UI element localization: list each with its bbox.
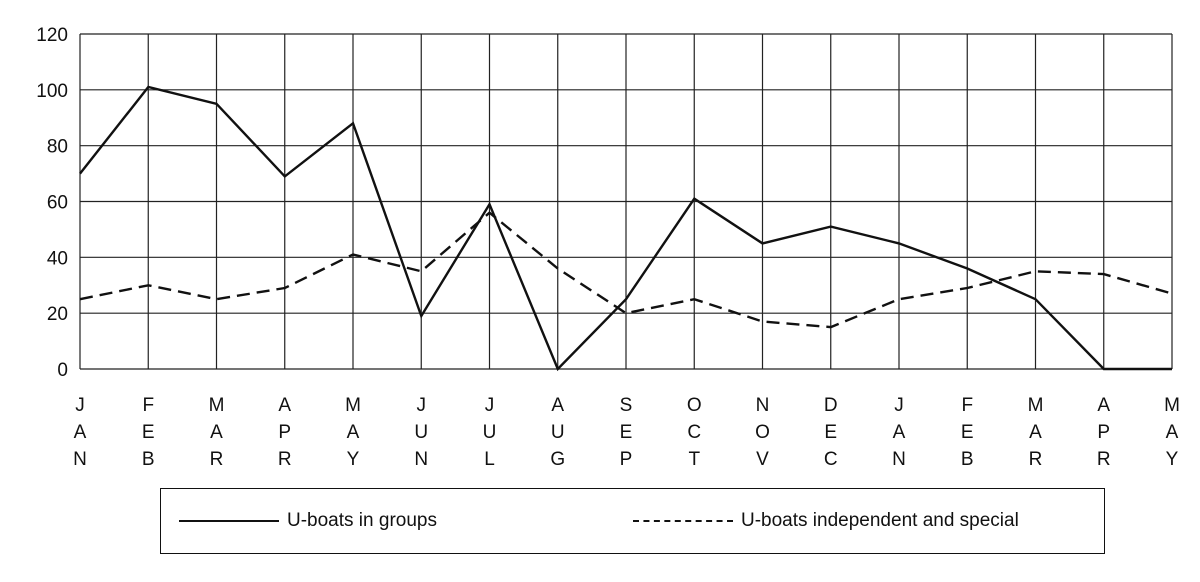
x-tick-label: G bbox=[550, 449, 565, 470]
y-tick-label: 120 bbox=[36, 25, 68, 46]
x-tick-label: U bbox=[414, 422, 428, 443]
series-lines bbox=[79, 85, 1173, 372]
legend: U-boats in groups U-boats independent an… bbox=[160, 488, 1105, 554]
x-tick-label: O bbox=[755, 422, 770, 443]
x-tick-label: A bbox=[74, 422, 87, 443]
x-tick-label: J bbox=[75, 395, 85, 416]
y-axis-ticks: 0 20 40 60 80 100 120 bbox=[36, 25, 68, 381]
y-tick-label: 0 bbox=[57, 360, 68, 381]
y-tick-label: 80 bbox=[47, 137, 68, 158]
x-tick-label: A bbox=[893, 422, 906, 443]
x-tick-label: V bbox=[756, 449, 769, 470]
x-axis-ticks: JANFEBMARAPRMAYJUNJULAUGSEPOCTNOVDECJANF… bbox=[73, 395, 1180, 470]
x-tick-label: J bbox=[417, 395, 427, 416]
series-line-groups bbox=[79, 85, 1172, 372]
x-tick-label: A bbox=[1097, 395, 1110, 416]
x-tick-label: A bbox=[278, 395, 291, 416]
legend-item-groups: U-boats in groups bbox=[179, 489, 437, 553]
x-tick-label: C bbox=[824, 449, 838, 470]
x-tick-label: F bbox=[961, 395, 973, 416]
x-tick-label: R bbox=[278, 449, 292, 470]
x-tick-label: E bbox=[961, 422, 974, 443]
x-tick-label: S bbox=[620, 395, 633, 416]
x-tick-label: U bbox=[483, 422, 497, 443]
x-tick-label: P bbox=[620, 449, 633, 470]
x-tick-label: R bbox=[1029, 449, 1043, 470]
x-tick-label: U bbox=[551, 422, 565, 443]
x-tick-label: Y bbox=[347, 449, 360, 470]
x-tick-label: A bbox=[1166, 422, 1179, 443]
legend-label-independent: U-boats independent and special bbox=[741, 510, 1019, 531]
x-tick-label: R bbox=[210, 449, 224, 470]
x-tick-label: M bbox=[345, 395, 361, 416]
x-tick-label: D bbox=[824, 395, 838, 416]
x-tick-label: F bbox=[142, 395, 154, 416]
x-tick-label: N bbox=[756, 395, 770, 416]
x-tick-label: E bbox=[824, 422, 837, 443]
x-tick-label: L bbox=[484, 449, 495, 470]
x-tick-label: B bbox=[961, 449, 974, 470]
y-tick-label: 20 bbox=[47, 304, 68, 325]
legend-item-independent: U-boats independent and special bbox=[633, 489, 1019, 553]
series-line-independent bbox=[79, 211, 1173, 329]
x-tick-label: O bbox=[687, 395, 702, 416]
grid bbox=[79, 33, 1173, 370]
x-tick-label: M bbox=[209, 395, 225, 416]
y-tick-label: 60 bbox=[47, 193, 68, 214]
x-tick-label: M bbox=[1164, 395, 1180, 416]
x-tick-label: R bbox=[1097, 449, 1111, 470]
x-tick-label: Y bbox=[1166, 449, 1179, 470]
x-tick-label: N bbox=[73, 449, 87, 470]
x-tick-label: J bbox=[894, 395, 904, 416]
x-tick-label: P bbox=[278, 422, 291, 443]
x-tick-label: T bbox=[688, 449, 700, 470]
x-tick-label: P bbox=[1097, 422, 1110, 443]
y-tick-label: 100 bbox=[36, 81, 68, 102]
x-tick-label: A bbox=[551, 395, 564, 416]
x-tick-label: J bbox=[485, 395, 495, 416]
x-tick-label: B bbox=[142, 449, 155, 470]
legend-swatch-solid bbox=[179, 520, 279, 522]
x-tick-label: N bbox=[892, 449, 906, 470]
x-tick-label: N bbox=[414, 449, 428, 470]
x-tick-label: A bbox=[347, 422, 360, 443]
x-tick-label: A bbox=[210, 422, 223, 443]
x-tick-label: E bbox=[142, 422, 155, 443]
x-tick-label: E bbox=[620, 422, 633, 443]
y-tick-label: 40 bbox=[47, 248, 68, 269]
x-tick-label: A bbox=[1029, 422, 1042, 443]
legend-swatch-dashed bbox=[633, 520, 733, 522]
legend-label-groups: U-boats in groups bbox=[287, 510, 437, 531]
x-tick-label: C bbox=[687, 422, 701, 443]
x-tick-label: M bbox=[1028, 395, 1044, 416]
